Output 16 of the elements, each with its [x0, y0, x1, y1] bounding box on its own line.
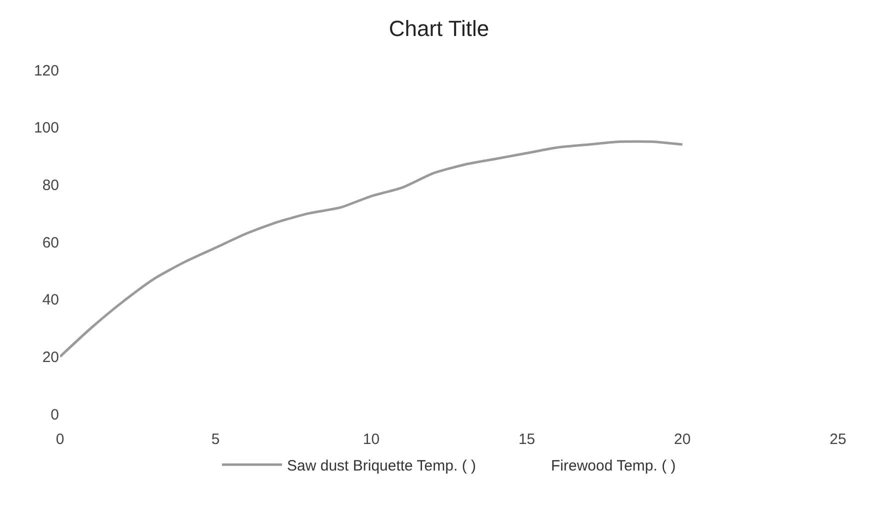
- x-tick-label: 15: [518, 431, 536, 448]
- y-tick-label: 80: [42, 176, 59, 194]
- x-tick-label: 10: [362, 431, 380, 448]
- text: Firewood Temp. ( ): [550, 458, 676, 474]
- x-tick-label: 20: [674, 431, 691, 448]
- x-tick-label: 25: [830, 431, 846, 448]
- legend-label: Saw dust Briquette Temp. ( ): [287, 458, 476, 474]
- x-tick-label: 5: [211, 431, 220, 448]
- y-tick-label: 40: [42, 292, 59, 309]
- y-tick-label: 120: [34, 62, 59, 80]
- y-tick-label: 100: [34, 120, 59, 137]
- y-tick-label: 60: [42, 234, 59, 252]
- y-tick-label: 20: [42, 348, 59, 366]
- chart-title: Chart Title: [388, 16, 490, 41]
- line-series: [60, 140, 684, 358]
- y-tick-label: 0: [50, 406, 59, 424]
